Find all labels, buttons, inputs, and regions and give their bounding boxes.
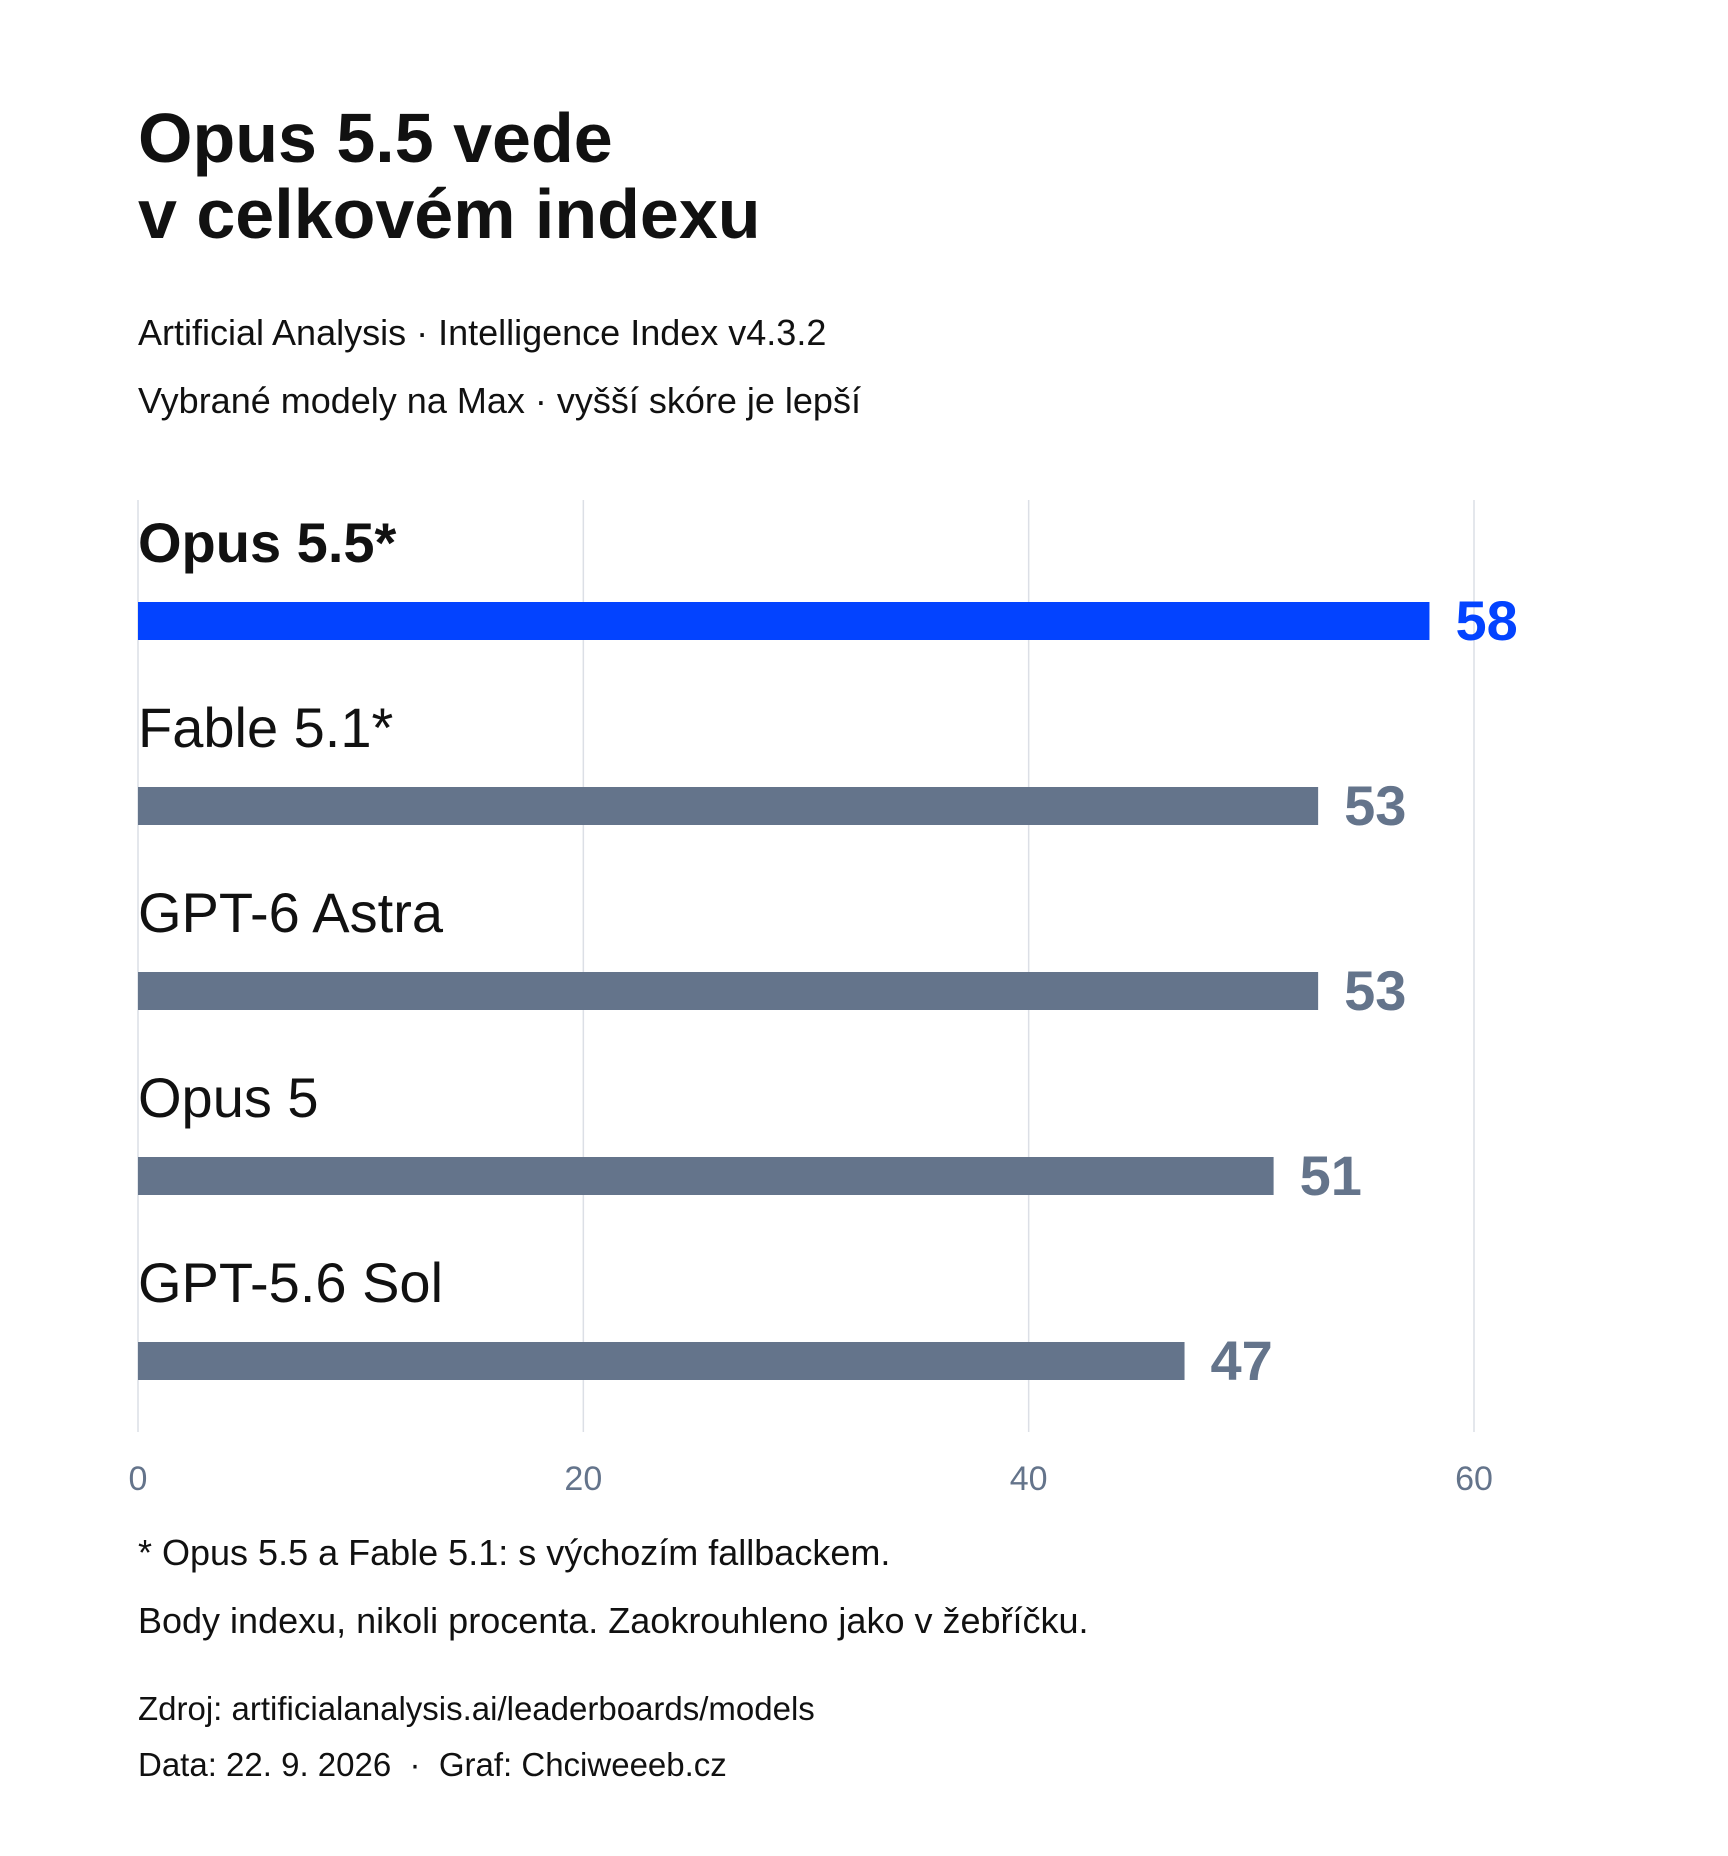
bar-1 xyxy=(138,602,1430,640)
chart-title-line-2: v celkovém indexu xyxy=(138,175,761,253)
category-label-5: GPT-5.6 Sol xyxy=(138,1251,443,1314)
value-label-4: 51 xyxy=(1300,1144,1362,1207)
value-label-2: 53 xyxy=(1344,774,1406,837)
source-line: Zdroj: artificialanalysis.ai/leaderboard… xyxy=(138,1690,815,1727)
value-label-3: 53 xyxy=(1344,959,1406,1022)
category-label-4: Opus 5 xyxy=(138,1066,319,1129)
x-tick-label-60: 60 xyxy=(1455,1460,1493,1498)
category-label-3: GPT-6 Astra xyxy=(138,881,444,944)
footnote-units: Body indexu, nikoli procenta. Zaokrouhle… xyxy=(138,1600,1089,1641)
chart-subtitle-source: Artificial Analysis · Intelligence Index… xyxy=(138,312,827,353)
bar-3 xyxy=(138,972,1319,1010)
bar-5 xyxy=(138,1342,1185,1380)
bar-2 xyxy=(138,787,1319,825)
x-tick-label-0: 0 xyxy=(129,1460,148,1498)
value-label-5: 47 xyxy=(1211,1329,1273,1392)
value-label-1: 58 xyxy=(1455,589,1517,652)
category-label-1: Opus 5.5* xyxy=(138,511,397,574)
bar-chart: 0 20 40 60 Opus 5.5* 58 Fable 5.1* 53 GPT-6 Astr… xyxy=(129,500,1518,1498)
footnote-fallback: * Opus 5.5 a Fable 5.1: s výchozím fallb… xyxy=(138,1532,891,1573)
chart-title-line-1: Opus 5.5 vede xyxy=(138,99,613,177)
x-tick-label-40: 40 xyxy=(1010,1460,1048,1498)
credit-line: Data: 22. 9. 2026 · Graf: Chciweeeb.cz xyxy=(138,1746,727,1783)
bar-4 xyxy=(138,1157,1274,1195)
chart-subtitle-note: Vybrané modely na Max · vyšší skóre je l… xyxy=(138,380,861,421)
x-tick-label-20: 20 xyxy=(564,1460,602,1498)
category-label-2: Fable 5.1* xyxy=(138,696,393,759)
chart-title: Opus 5.5 vede v celkovém indexu xyxy=(138,100,1538,252)
